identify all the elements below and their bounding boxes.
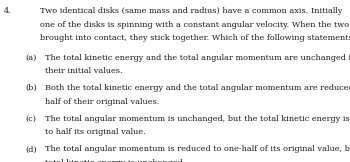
Text: brought into contact, they stick together. Which of the following statements is : brought into contact, they stick togethe… — [40, 34, 350, 42]
Text: The total angular momentum is unchanged, but the total kinetic energy is reduced: The total angular momentum is unchanged,… — [45, 115, 350, 123]
Text: (b): (b) — [25, 84, 37, 92]
Text: their initial values.: their initial values. — [45, 67, 122, 75]
Text: Two identical disks (same mass and radius) have a common axis. Initially: Two identical disks (same mass and radiu… — [40, 7, 343, 15]
Text: (d): (d) — [25, 145, 37, 153]
Text: one of the disks is spinning with a constant angular velocity. When the two disk: one of the disks is spinning with a cons… — [40, 21, 350, 29]
Text: The total angular momentum is reduced to one-half of its original value, but the: The total angular momentum is reduced to… — [45, 145, 350, 153]
Text: The total kinetic energy and the total angular momentum are unchanged from: The total kinetic energy and the total a… — [45, 54, 350, 62]
Text: total kinetic energy is unchanged.: total kinetic energy is unchanged. — [45, 159, 185, 162]
Text: to half its original value.: to half its original value. — [45, 128, 146, 136]
Text: (a): (a) — [25, 54, 37, 62]
Text: 4.: 4. — [4, 7, 12, 15]
Text: (c): (c) — [25, 115, 36, 123]
Text: half of their original values.: half of their original values. — [45, 98, 159, 105]
Text: Both the total kinetic energy and the total angular momentum are reduced to: Both the total kinetic energy and the to… — [45, 84, 350, 92]
